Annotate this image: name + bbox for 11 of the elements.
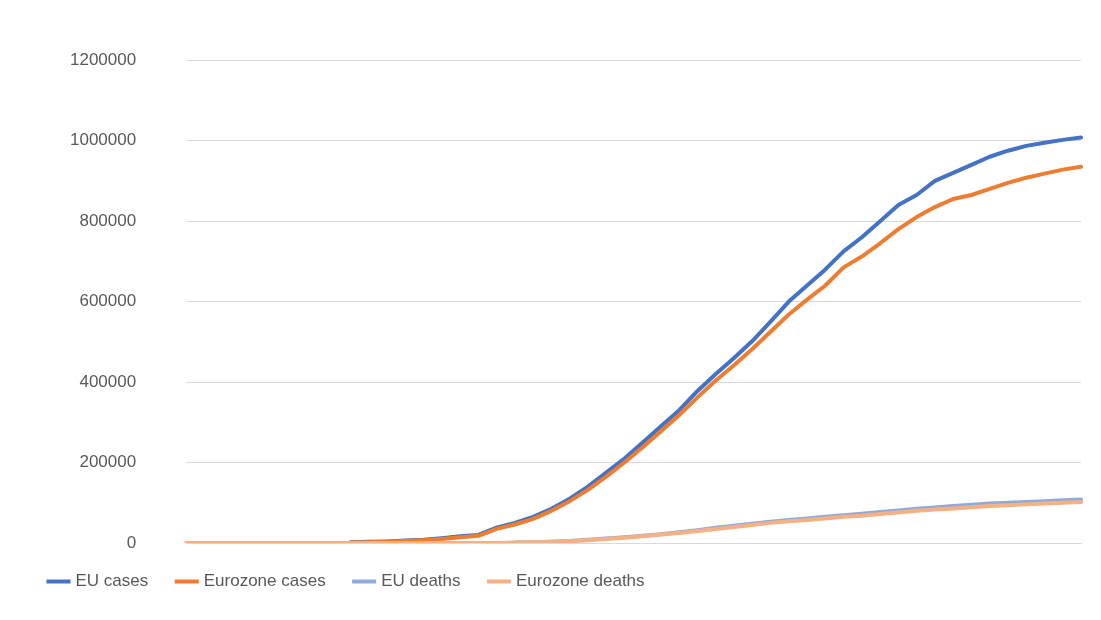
y-tick-label: 400000 — [79, 371, 137, 391]
y-tick-label: 600000 — [79, 291, 137, 311]
y-tick-label: 1200000 — [69, 49, 137, 69]
y-tick-label: 800000 — [79, 210, 137, 230]
legend-label: EU deaths — [381, 571, 461, 591]
y-tick-label: 1000000 — [69, 130, 137, 150]
y-tick-label: 0 — [126, 532, 137, 552]
legend-label: EU cases — [75, 571, 149, 591]
legend-label: Eurozone cases — [203, 571, 326, 591]
y-tick-label: 200000 — [79, 452, 137, 472]
legend-label: Eurozone deaths — [516, 571, 645, 591]
